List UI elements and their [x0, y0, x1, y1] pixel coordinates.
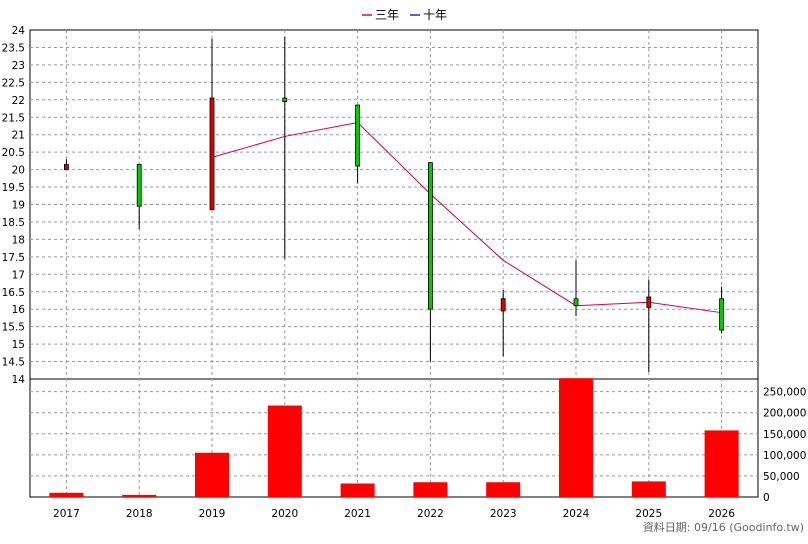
category-tick-label: 2020 — [271, 508, 298, 520]
price-tick-label: 23 — [12, 60, 25, 72]
candle-body-up — [719, 298, 724, 331]
volume-bars — [49, 378, 739, 497]
volume-tick-label: 250,000 — [763, 387, 806, 399]
legend-label-three-year: 三年 — [375, 8, 399, 22]
candle-body-up — [282, 97, 288, 102]
volume-tick-label: 0 — [763, 492, 770, 504]
price-tick-label: 15 — [12, 339, 25, 351]
volume-bar — [413, 482, 448, 497]
candle-body-up — [355, 104, 361, 167]
price-tick-label: 14 — [12, 374, 26, 386]
volume-bar — [486, 482, 521, 497]
price-tick-label: 17 — [12, 269, 25, 281]
price-tick-label: 15.5 — [2, 322, 25, 334]
category-tick-label: 2017 — [53, 508, 80, 520]
volume-bar — [122, 494, 157, 497]
candle-body-up — [573, 298, 579, 307]
category-tick-label: 2024 — [563, 508, 590, 520]
volume-bar — [267, 405, 302, 497]
price-candles — [64, 36, 724, 373]
price-tick-label: 20 — [12, 165, 25, 177]
price-tick-label: 22.5 — [2, 77, 25, 89]
chart-legend: 三年 十年 — [362, 8, 447, 22]
candle-body-down — [209, 97, 215, 211]
axis-labels: 1414.51515.51616.51717.51818.51919.52020… — [2, 25, 807, 520]
volume-bar — [340, 483, 375, 497]
plot-border — [29, 29, 759, 498]
price-tick-label: 19.5 — [2, 182, 25, 194]
price-tick-label: 14.5 — [2, 357, 25, 369]
volume-tick-label: 100,000 — [763, 450, 806, 462]
volume-bar — [704, 430, 739, 497]
price-tick-label: 21.5 — [2, 112, 25, 124]
price-tick-label: 17.5 — [2, 252, 25, 264]
legend-label-ten-year: 十年 — [423, 8, 447, 22]
price-tick-label: 24 — [12, 25, 26, 37]
category-tick-label: 2018 — [126, 508, 153, 520]
price-tick-label: 20.5 — [2, 147, 25, 159]
price-tick-label: 16 — [12, 304, 26, 316]
volume-bar — [49, 492, 84, 497]
volume-tick-label: 50,000 — [763, 471, 800, 483]
candle-body-up — [427, 162, 433, 310]
volume-tick-label: 150,000 — [763, 429, 806, 441]
price-tick-label: 23.5 — [2, 42, 25, 54]
volume-tick-label: 200,000 — [763, 408, 806, 420]
price-tick-label: 16.5 — [2, 287, 25, 299]
price-tick-label: 19 — [12, 200, 25, 212]
category-tick-label: 2023 — [490, 508, 517, 520]
candle-body-down — [646, 296, 652, 308]
volume-bar — [195, 452, 229, 497]
plot-frame — [29, 29, 759, 498]
volume-bar — [559, 378, 593, 497]
category-tick-label: 2022 — [417, 508, 444, 520]
data-date-credit: 資料日期: 09/16 (Goodinfo.tw) — [643, 520, 804, 534]
category-tick-label: 2025 — [635, 508, 662, 520]
three-year-series-line — [211, 121, 722, 314]
price-tick-label: 18.5 — [2, 217, 25, 229]
category-tick-label: 2021 — [344, 508, 371, 520]
price-tick-label: 18 — [12, 234, 25, 246]
price-tick-label: 22 — [12, 95, 25, 107]
category-tick-label: 2019 — [199, 508, 226, 520]
price-tick-label: 21 — [12, 130, 25, 142]
candle-body-down — [500, 298, 506, 312]
candle-body-up — [136, 163, 142, 207]
grid-lines — [30, 30, 758, 497]
three-year-line — [211, 121, 722, 314]
candle-body-down — [64, 163, 69, 171]
volume-bar — [631, 481, 666, 497]
category-tick-label: 2026 — [708, 508, 735, 520]
